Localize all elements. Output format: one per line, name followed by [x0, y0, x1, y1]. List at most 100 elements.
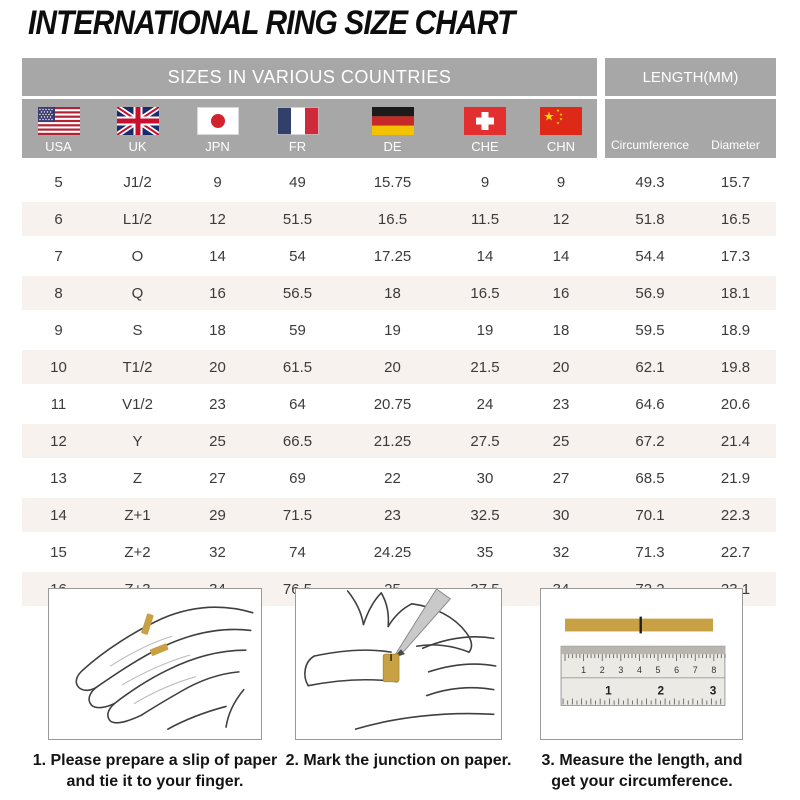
table-cell: 9 [480, 173, 490, 191]
table-cell: 14 [552, 247, 570, 265]
china-flag-icon [540, 107, 582, 135]
instruction-caption-2: 2. Mark the junction on paper. [275, 750, 522, 771]
table-cell: 20.75 [373, 395, 412, 413]
table-row: 7 O 14 54 17.25 14 14 54.4 17.3 [22, 239, 776, 273]
table-row: 11 V1/2 23 64 20.75 24 23 64.6 20.6 [22, 387, 776, 421]
table-cell: 32 [552, 543, 570, 561]
table-cell: 21.9 [720, 469, 751, 487]
table-cell: 18.9 [720, 321, 751, 339]
table-cell: 70.1 [635, 506, 665, 524]
table-cell: 49.3 [635, 173, 665, 191]
table-cell: 21.25 [373, 432, 412, 450]
table-cell: 18 [384, 284, 401, 302]
table-cell: Q [131, 284, 144, 302]
spacer-cell [597, 461, 605, 495]
column-label: JPN [205, 139, 230, 154]
table-row: 6 L1/2 12 51.5 16.5 11.5 12 51.8 16.5 [22, 199, 776, 239]
table-row: 9 S 18 59 19 19 18 59.5 18.9 [22, 313, 776, 347]
table-row: 15 Z+2 32 74 24.25 35 32 71.3 22.7 [22, 535, 776, 569]
table-cell: 9 [54, 321, 63, 339]
table-cell: 56.5 [282, 284, 313, 302]
table-cell: 49 [289, 173, 306, 191]
table-cell: 22.3 [720, 506, 751, 524]
group-header-row: SIZES IN VARIOUS COUNTRIES LENGTH(MM) [22, 58, 776, 96]
pen-marking-junction-illustration [304, 589, 497, 730]
table-cell: 22.7 [720, 543, 751, 561]
instruction-panel-2 [295, 588, 502, 740]
table-cell: T1/2 [122, 358, 153, 376]
svg-text:3: 3 [710, 684, 717, 698]
spacer-cell [597, 498, 605, 532]
table-row: 10 T1/2 20 61.5 20 21.5 20 62.1 19.8 [22, 347, 776, 387]
table-cell: 23 [552, 395, 570, 413]
flag-header-row: USA UK [22, 99, 776, 158]
column-label: CHE [471, 139, 499, 154]
table-cell: 17.3 [720, 247, 751, 265]
table-cell: 20 [552, 358, 570, 376]
table-cell: 51.5 [282, 210, 313, 228]
table-row: 5 J1/2 9 49 15.75 9 9 49.3 15.7 [22, 165, 776, 199]
spacer-cell [597, 202, 605, 236]
svg-text:4: 4 [637, 665, 642, 675]
table-cell: 64.6 [635, 395, 665, 413]
country-columns: USA UK [22, 99, 597, 158]
spacer-cell [597, 387, 605, 421]
table-cell: 17.25 [373, 247, 412, 265]
instruction-caption-3: 3. Measure the length, and get your circ… [522, 750, 762, 792]
table-cell: 19 [476, 321, 494, 339]
pen-icon [392, 589, 452, 659]
table-row: 12 Y 25 66.5 21.25 27.5 25 67.2 21.4 [22, 421, 776, 461]
table-cell: 74 [289, 543, 306, 561]
table-cell: 7 [54, 247, 63, 265]
table-cell: Z [132, 469, 143, 487]
table-cell: 20 [384, 358, 401, 376]
table-cell: 23 [209, 395, 226, 413]
table-cell: 32 [209, 543, 226, 561]
table-cell: L1/2 [122, 210, 153, 228]
table-cell: 71.5 [282, 506, 313, 524]
table-cell: 51.8 [635, 210, 665, 228]
table-cell: 9 [556, 173, 566, 191]
column-header-usa: USA [22, 99, 95, 158]
table-cell: 12 [209, 210, 226, 228]
table-cell: 16 [552, 284, 570, 302]
column-label: CHN [546, 139, 576, 154]
column-header-chn: CHN [525, 99, 597, 158]
table-cell: 11.5 [470, 210, 500, 228]
caption-line: and tie it to your finger. [66, 773, 244, 790]
table-cell: 27 [209, 469, 226, 487]
table-cell: 6 [54, 210, 63, 228]
table-cell: 30 [476, 469, 494, 487]
table-cell: 56.9 [635, 284, 665, 302]
junction-mark [639, 616, 642, 634]
svg-text:5: 5 [656, 665, 661, 675]
column-label: USA [45, 139, 72, 154]
table-cell: 18.1 [720, 284, 751, 302]
table-cell: 27.5 [470, 432, 500, 450]
length-columns: Circumference Diameter [605, 99, 776, 158]
column-label: UK [128, 139, 147, 154]
table-cell: S [132, 321, 143, 339]
table-cell: 8 [54, 284, 63, 302]
table-cell: 18 [209, 321, 226, 339]
table-cell: 16.5 [377, 210, 408, 228]
caption-line: 3. Measure the length, and [541, 752, 743, 769]
diameter-column-header: Diameter [711, 138, 760, 152]
table-cell: 54.4 [635, 247, 665, 265]
table-cell: 19 [384, 321, 401, 339]
table-cell: 19.8 [720, 358, 751, 376]
table-cell: 21.5 [470, 358, 500, 376]
table-cell: 15.75 [373, 173, 412, 191]
table-cell: 71.3 [635, 543, 665, 561]
table-cell: 23 [384, 506, 401, 524]
caption-line: get your circumference. [551, 773, 733, 790]
table-cell: 11 [50, 395, 67, 413]
column-header-fr: FR [255, 99, 340, 158]
table-body: 5 J1/2 9 49 15.75 9 9 49.3 15.7 6 L1/2 12 51.5 16.5 11… [22, 165, 776, 609]
table-cell: Y [132, 432, 143, 450]
table-cell: 22 [384, 469, 401, 487]
svg-text:8: 8 [711, 665, 716, 675]
spacer-cell [597, 239, 605, 273]
table-cell: 59 [289, 321, 306, 339]
spacer-cell [597, 313, 605, 347]
